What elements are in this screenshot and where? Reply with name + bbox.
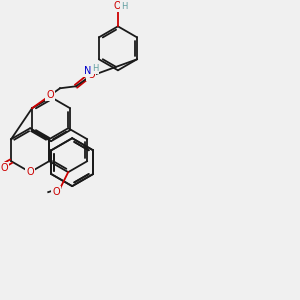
Text: N: N bbox=[84, 66, 92, 76]
Text: O: O bbox=[0, 163, 8, 173]
Text: H: H bbox=[92, 64, 98, 73]
Text: O: O bbox=[52, 187, 60, 197]
Text: O: O bbox=[113, 2, 121, 11]
Text: O: O bbox=[26, 167, 34, 177]
Text: O: O bbox=[87, 70, 95, 80]
Text: O: O bbox=[46, 90, 54, 100]
Text: H: H bbox=[121, 2, 127, 11]
